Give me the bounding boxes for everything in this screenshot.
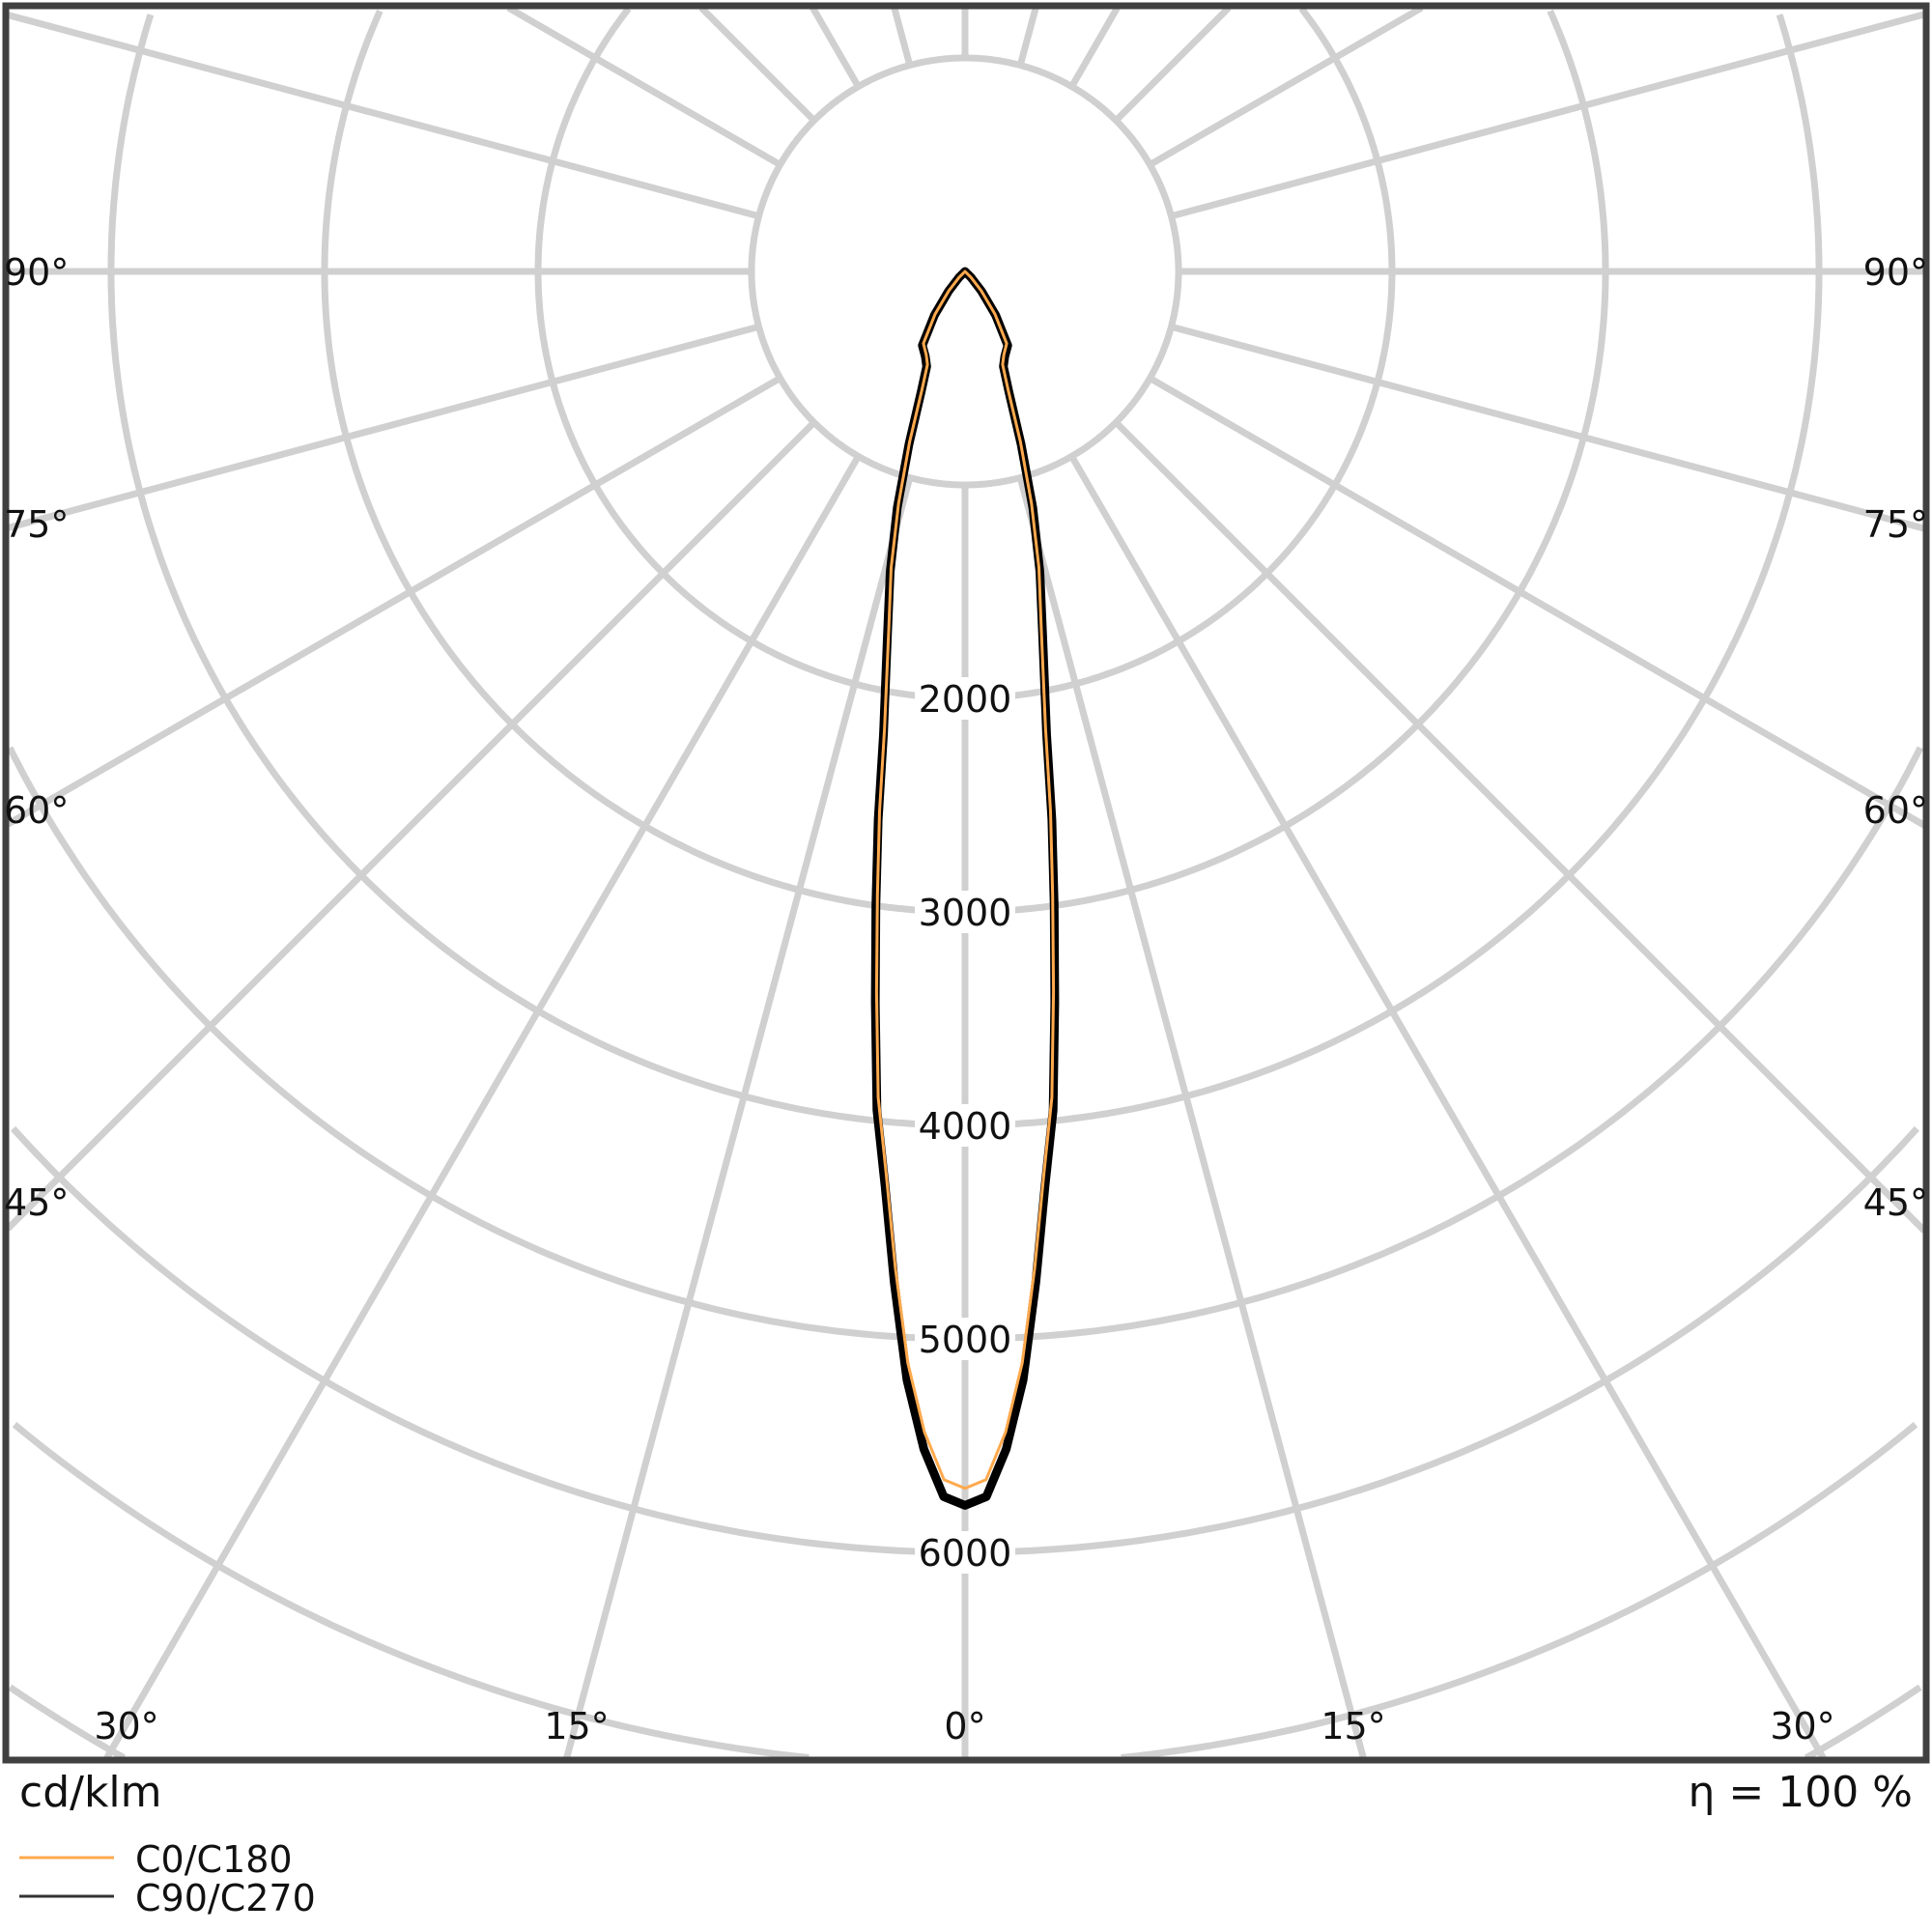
grid-ring	[107, 14, 1823, 1129]
grid-ring	[321, 9, 1609, 916]
grid-radial-line	[7, 12, 760, 220]
grid-ring	[6, 746, 1924, 1343]
grid-radial-line	[1170, 11, 1925, 220]
grid-radial-line	[7, 323, 760, 531]
angle-label-left: 45°	[4, 1181, 69, 1224]
angle-label-left: 90°	[4, 251, 69, 294]
polar-grid	[5, 4, 1927, 1761]
grid-radial-line	[103, 454, 862, 1760]
angle-label-bottom: 30°	[1770, 1705, 1834, 1747]
angle-label-bottom: 30°	[94, 1705, 158, 1747]
angle-label-right: 60°	[1863, 789, 1928, 832]
angle-label-left: 75°	[4, 503, 69, 546]
grid-radial-line	[506, 4, 782, 168]
grid-ring	[12, 1421, 1918, 1761]
legend: C0/C180 C90/C270	[19, 1838, 316, 1919]
angle-label-bottom: 0°	[944, 1705, 985, 1747]
radial-tick-label: 4000	[919, 1105, 1012, 1148]
angle-label-bottom: 15°	[1321, 1705, 1385, 1747]
radial-tick-labels: 2000 3000 4000 5000 6000	[915, 677, 1015, 1575]
grid-radial-line	[1068, 454, 1827, 1760]
grid-radial-line	[563, 476, 914, 1759]
grid-radial-line	[6, 375, 782, 828]
series-c0-c180-curve	[874, 270, 1056, 1491]
grid-ring	[11, 1125, 1919, 1556]
legend-label-c90-c270: C90/C270	[135, 1877, 316, 1919]
grid-radial-line	[1068, 6, 1121, 89]
grid-radial-line	[1170, 323, 1925, 532]
grid-radial-line	[1148, 4, 1424, 168]
radial-tick-label: 3000	[919, 892, 1012, 934]
radial-tick-label: 6000	[919, 1532, 1012, 1575]
grid-radial-line	[1148, 375, 1926, 829]
radial-tick-label: 2000	[919, 678, 1012, 721]
grid-radial-line	[810, 6, 862, 89]
radial-tick-label: 5000	[919, 1319, 1012, 1361]
radial-label-background	[915, 891, 1015, 933]
grid-radial-line	[5, 419, 817, 1232]
angle-label-right: 45°	[1863, 1181, 1928, 1224]
angle-label-right: 75°	[1863, 503, 1928, 546]
unit-label: cd/klm	[19, 1768, 162, 1817]
grid-radial-line	[1016, 7, 1039, 67]
radial-label-background	[915, 1104, 1015, 1147]
angle-labels: 90° 75° 60° 45° 90° 75° 60° 45° 30° 15° 0° 15° 30°	[4, 251, 1928, 1747]
grid-radial-line	[891, 7, 914, 67]
angle-label-bottom: 15°	[544, 1705, 609, 1747]
grid-radial-line	[698, 5, 817, 124]
efficiency-label: η = 100 %	[1688, 1768, 1913, 1817]
grid-radial-line	[1113, 419, 1927, 1234]
angle-label-right: 90°	[1863, 251, 1928, 294]
legend-label-c0-c180: C0/C180	[135, 1838, 293, 1881]
grid-ring	[534, 6, 1396, 702]
intensity-curves	[870, 267, 1060, 1510]
grid-ring	[8, 1684, 1922, 1761]
radial-label-background	[915, 677, 1015, 720]
grid-radial-line	[1113, 5, 1232, 124]
radial-label-background	[915, 1318, 1015, 1360]
grid-radial-line	[1016, 476, 1367, 1759]
radial-label-background	[915, 1531, 1015, 1574]
angle-label-left: 60°	[4, 789, 69, 832]
plot-frame	[2, 2, 1930, 1764]
